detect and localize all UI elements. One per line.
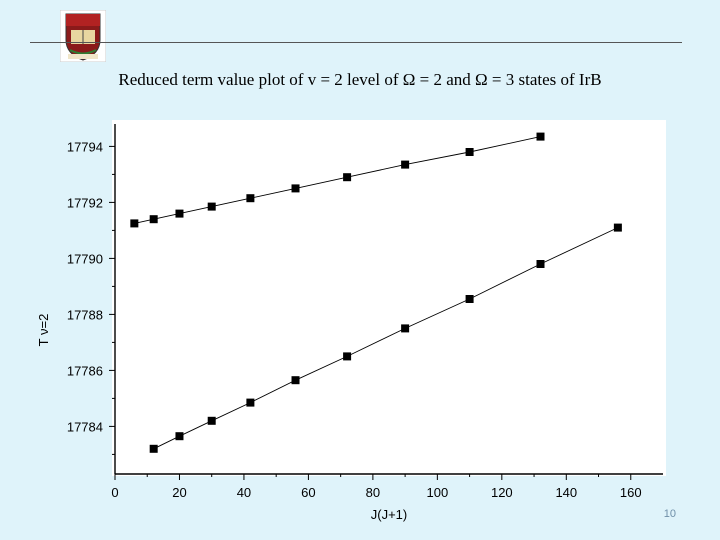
plot-area [112,120,666,476]
data-point [149,444,158,453]
data-point [175,209,184,218]
data-point [613,223,622,232]
data-point [536,132,545,141]
data-point [149,215,158,224]
y-tick-label: 17784 [67,419,103,434]
y-tick-label: 17788 [67,307,103,322]
y-tick-label: 17790 [67,251,103,266]
x-tick-label: 120 [491,485,513,500]
series-line [153,227,619,450]
x-tick-label: 20 [172,485,186,500]
data-point [207,202,216,211]
x-tick-label: 80 [366,485,380,500]
y-tick-label: 17794 [67,139,103,154]
x-tick-label: 160 [620,485,642,500]
header-rule [30,42,682,43]
x-tick-label: 60 [301,485,315,500]
x-tick-label: 40 [237,485,251,500]
x-tick-label: 140 [555,485,577,500]
data-point [401,160,410,169]
fit-lines [134,136,619,450]
data-point [207,416,216,425]
slide-title: Reduced term value plot of v = 2 level o… [118,70,602,89]
data-point [536,260,545,268]
data-point [343,173,352,182]
data-point [291,184,300,193]
slide-number: 10 [663,508,676,520]
data-point [246,194,255,203]
data-point [175,432,184,441]
data-point [246,398,255,407]
y-tick-label: 17786 [67,363,103,378]
y-tick-label: 17792 [67,195,103,210]
university-crest-icon [60,10,106,62]
data-points [130,132,622,453]
data-point [401,324,410,333]
data-point [291,376,300,385]
data-point [130,219,139,228]
chart-ticks: 0 20 40 60 80 100 120 140 160 17784 17786 17788 1779… [67,139,642,500]
x-axis-title: J(J+1) [371,507,407,522]
data-point [465,295,474,303]
data-point [343,352,352,361]
data-point [465,148,474,156]
chart-axes [114,124,663,475]
series-line [134,136,541,224]
x-tick-label: 0 [111,485,118,500]
x-tick-label: 100 [427,485,449,500]
y-axis-title: T ν=2 [36,314,51,347]
